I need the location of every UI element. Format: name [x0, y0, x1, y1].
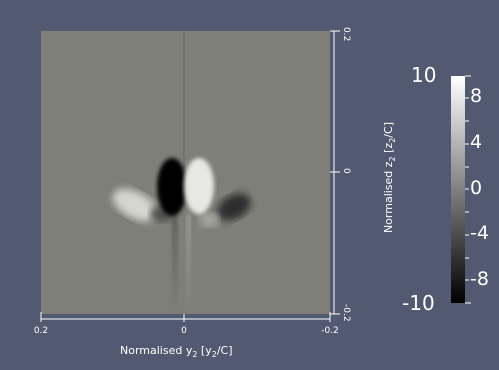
wake-line — [183, 31, 185, 171]
y-axis-title: Normalised z2 [z2/C] — [382, 122, 398, 234]
x-tick-left: 0.2 — [33, 326, 49, 336]
colorbar-tick-neg8: -8 — [470, 268, 489, 290]
colorbar-max-label: 10 — [411, 63, 437, 87]
axes — [40, 30, 340, 322]
wake-streak-dark — [172, 215, 178, 314]
colorbar-tick-4: 4 — [470, 131, 483, 153]
colorbar — [451, 75, 471, 304]
colorbar-min-label: -10 — [402, 291, 435, 315]
left-light-lobe — [112, 188, 158, 222]
y-tick-top: 0.2 — [341, 27, 351, 42]
right-light-lobe — [199, 213, 219, 227]
right-dark-lobe — [217, 193, 251, 221]
wake-streak-light — [186, 215, 191, 314]
x-axis-title: Normalised y2 [y2/C] — [120, 344, 233, 360]
x-tick-center: 0 — [181, 326, 187, 336]
colorbar-tick-0: 0 — [470, 177, 483, 199]
contour-plot — [41, 31, 330, 314]
x-tick-right: -0.2 — [321, 326, 339, 336]
colorbar-tick-neg4: -4 — [470, 222, 489, 244]
y-tick-bottom: -0.2 — [341, 304, 351, 322]
vortex-dark-core — [157, 158, 187, 216]
y-tick-center: 0 — [341, 168, 351, 174]
colorbar-tick-8: 8 — [470, 85, 483, 107]
vortex-light-core — [184, 158, 214, 214]
plot-area — [41, 31, 330, 314]
colorbar-gradient — [451, 76, 465, 303]
